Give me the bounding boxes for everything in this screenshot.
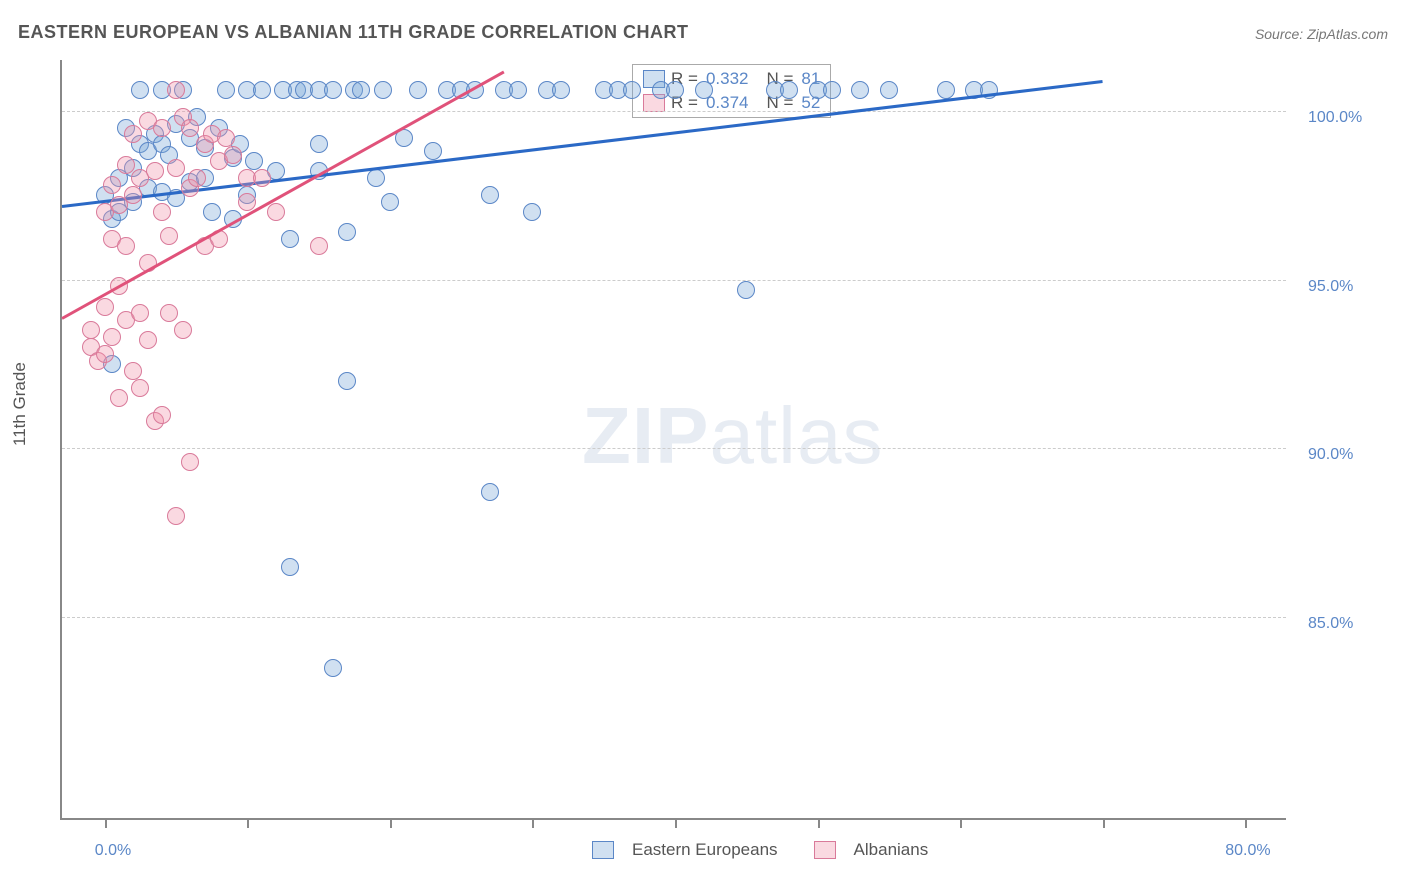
data-point: [281, 558, 299, 576]
x-tick: [390, 818, 392, 828]
data-point: [224, 146, 242, 164]
data-point: [880, 81, 898, 99]
data-point: [310, 237, 328, 255]
data-point: [509, 81, 527, 99]
watermark-light: atlas: [709, 391, 883, 480]
data-point: [174, 321, 192, 339]
swatch-icon: [592, 841, 614, 859]
r-value: 0.332: [706, 69, 749, 89]
data-point: [160, 227, 178, 245]
data-point: [338, 223, 356, 241]
x-tick: [1103, 818, 1105, 828]
data-point: [146, 162, 164, 180]
data-point: [217, 129, 235, 147]
data-point: [381, 193, 399, 211]
data-point: [181, 453, 199, 471]
gridline: [62, 617, 1286, 618]
data-point: [131, 81, 149, 99]
data-point: [131, 304, 149, 322]
plot-area: ZIPatlas R = 0.332 N = 81 R = 0.374 N = …: [60, 60, 1286, 820]
x-min-label: 0.0%: [95, 842, 131, 860]
data-point: [245, 152, 263, 170]
data-point: [267, 203, 285, 221]
data-point: [131, 379, 149, 397]
data-point: [324, 81, 342, 99]
data-point: [737, 281, 755, 299]
data-point: [167, 507, 185, 525]
data-point: [823, 81, 841, 99]
data-point: [167, 81, 185, 99]
data-point: [523, 203, 541, 221]
source-label: Source: ZipAtlas.com: [1255, 26, 1388, 42]
watermark: ZIPatlas: [582, 390, 883, 482]
data-point: [153, 203, 171, 221]
data-point: [188, 169, 206, 187]
data-point: [310, 135, 328, 153]
y-tick-label: 85.0%: [1308, 615, 1353, 633]
data-point: [203, 203, 221, 221]
data-point: [253, 169, 271, 187]
data-point: [124, 125, 142, 143]
data-point: [103, 176, 121, 194]
data-point: [96, 345, 114, 363]
swatch-icon: [814, 841, 836, 859]
data-point: [623, 81, 641, 99]
data-point: [217, 81, 235, 99]
data-point: [124, 362, 142, 380]
data-point: [117, 156, 135, 174]
data-point: [851, 81, 869, 99]
data-point: [153, 119, 171, 137]
data-point: [110, 389, 128, 407]
trend-line: [62, 80, 1103, 208]
data-point: [281, 230, 299, 248]
gridline: [62, 448, 1286, 449]
data-point: [424, 142, 442, 160]
x-max-label: 80.0%: [1225, 842, 1270, 860]
data-point: [253, 81, 271, 99]
y-axis-title: 11th Grade: [10, 362, 30, 446]
data-point: [181, 119, 199, 137]
legend-label-1: Albanians: [854, 840, 929, 860]
data-point: [103, 328, 121, 346]
x-tick: [1245, 818, 1247, 828]
data-point: [167, 159, 185, 177]
x-tick: [818, 818, 820, 828]
x-tick: [675, 818, 677, 828]
x-tick: [960, 818, 962, 828]
legend-label-0: Eastern Europeans: [632, 840, 778, 860]
data-point: [238, 193, 256, 211]
data-point: [139, 331, 157, 349]
data-point: [937, 81, 955, 99]
data-point: [338, 372, 356, 390]
x-tick: [532, 818, 534, 828]
x-tick: [247, 818, 249, 828]
data-point: [552, 81, 570, 99]
bottom-legend: Eastern Europeans Albanians: [592, 840, 928, 860]
data-point: [82, 321, 100, 339]
data-point: [117, 237, 135, 255]
gridline: [62, 280, 1286, 281]
data-point: [352, 81, 370, 99]
data-point: [481, 186, 499, 204]
watermark-bold: ZIP: [582, 391, 709, 480]
y-tick-label: 95.0%: [1308, 278, 1353, 296]
data-point: [324, 659, 342, 677]
y-tick-label: 90.0%: [1308, 446, 1353, 464]
data-point: [153, 406, 171, 424]
data-point: [160, 304, 178, 322]
data-point: [780, 81, 798, 99]
data-point: [666, 81, 684, 99]
x-tick: [105, 818, 107, 828]
data-point: [367, 169, 385, 187]
y-tick-label: 100.0%: [1308, 109, 1362, 127]
data-point: [695, 81, 713, 99]
data-point: [374, 81, 392, 99]
data-point: [481, 483, 499, 501]
data-point: [409, 81, 427, 99]
gridline: [62, 111, 1286, 112]
data-point: [96, 298, 114, 316]
chart-title: EASTERN EUROPEAN VS ALBANIAN 11TH GRADE …: [18, 22, 689, 43]
data-point: [124, 186, 142, 204]
